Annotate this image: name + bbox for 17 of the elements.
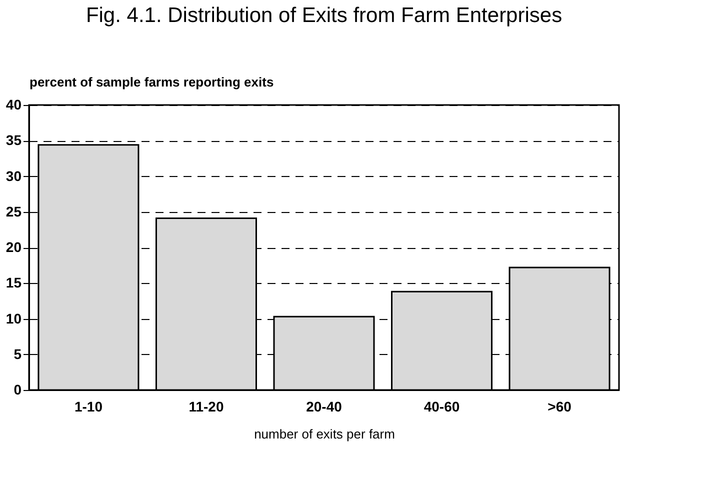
chart-title: Fig. 4.1. Distribution of Exits from Farm Enterprises [86,4,562,27]
y-tick-label: 15 [6,274,22,291]
y-tick-label: 25 [6,203,22,220]
x-tick-label: 20-40 [306,398,342,414]
y-tick-label: 30 [6,168,22,184]
x-tick-label: >60 [548,398,572,414]
x-tick-label: 40-60 [424,398,460,414]
y-tick-label: 10 [6,310,22,326]
y-tick-label: 0 [14,382,22,398]
x-tick-label: 1-10 [74,398,103,414]
y-tick-label: 5 [14,346,22,362]
y-tick-label: 35 [6,132,22,148]
x-axis-title: number of exits per farm [254,426,395,442]
y-axis-title: percent of sample farms reporting exits [30,74,274,90]
y-tick-label: 20 [6,239,22,255]
x-tick-label: 11-20 [188,398,224,414]
y-tick-label: 40 [6,96,22,112]
